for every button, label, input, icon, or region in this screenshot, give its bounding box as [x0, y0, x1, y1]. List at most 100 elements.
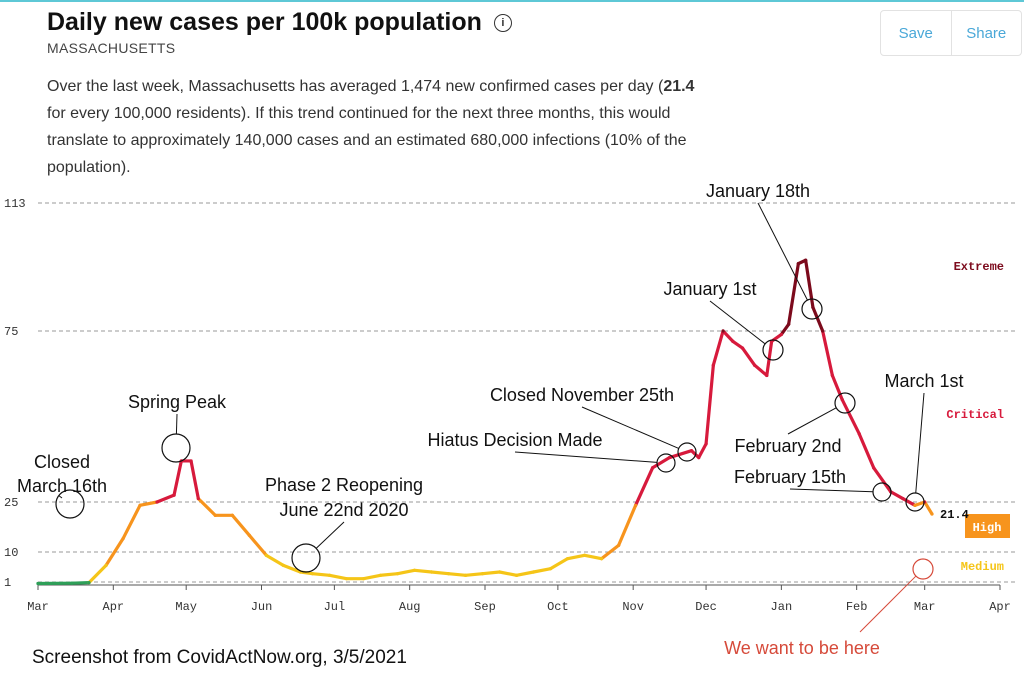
- data-point: [697, 455, 701, 460]
- data-point: [429, 570, 434, 574]
- series-line-segment: [446, 572, 468, 577]
- data-point: [617, 543, 621, 547]
- data-point: [361, 577, 366, 581]
- series-line-segment: [821, 329, 834, 378]
- annotation-leader-line: [58, 495, 63, 499]
- annotation-leader-line: [175, 413, 178, 435]
- data-point: [281, 563, 285, 567]
- series-line-segment: [230, 513, 251, 537]
- data-point: [104, 563, 108, 567]
- series-line-segment: [155, 493, 176, 504]
- footer-caption: Screenshot from CovidActNow.org, 3/5/202…: [32, 647, 407, 668]
- data-point: [901, 496, 905, 501]
- annotation-circle: [161, 433, 191, 463]
- x-tick-label: Jun: [251, 600, 273, 614]
- annotation-circle: [801, 298, 823, 320]
- data-point: [840, 397, 844, 401]
- data-point: [36, 581, 40, 586]
- series-line-segment: [247, 533, 268, 557]
- data-point: [830, 373, 834, 378]
- series-line-segment: [753, 363, 769, 378]
- data-point: [480, 572, 485, 576]
- annotation-label: February 15th: [734, 467, 846, 487]
- data-point: [930, 512, 934, 516]
- y-tick-label: 75: [4, 325, 18, 339]
- description: Over the last week, Massachusetts has av…: [47, 73, 707, 181]
- series-line-segment: [531, 567, 553, 574]
- x-tick-label: Oct: [547, 600, 569, 614]
- series-line-segment: [811, 305, 825, 333]
- series-line-segment: [830, 373, 844, 401]
- annotation-label: March 16th: [17, 476, 107, 496]
- data-point: [531, 570, 536, 574]
- data-point: [651, 466, 655, 470]
- action-button-group: Save Share: [880, 10, 1022, 56]
- series-line-segment: [913, 500, 927, 507]
- data-point: [497, 570, 502, 574]
- series-line-segment: [740, 346, 757, 367]
- data-point: [689, 449, 694, 453]
- data-point: [213, 513, 217, 517]
- save-button[interactable]: Save: [898, 24, 933, 42]
- info-icon[interactable]: i: [493, 13, 512, 32]
- data-point: [804, 258, 808, 262]
- series-line-segment: [70, 581, 91, 585]
- series-line-segment: [514, 570, 536, 577]
- data-point: [172, 493, 176, 497]
- latest-value-label: 21.4: [940, 508, 969, 522]
- series-line-segment: [617, 503, 638, 547]
- risk-badge-high: [965, 514, 1010, 538]
- page-title: Daily new cases per 100k population: [47, 8, 482, 36]
- annotation-label: February 2nd: [734, 436, 841, 456]
- annotation-circle: [677, 442, 697, 462]
- data-point: [70, 581, 74, 585]
- y-tick-label: 1: [4, 576, 11, 590]
- annotation-label: March 1st: [884, 371, 963, 391]
- series-line-segment: [480, 570, 502, 576]
- x-tick-label: Mar: [914, 600, 936, 614]
- annotation-circle: [762, 339, 784, 361]
- data-point: [787, 322, 791, 326]
- annotation-label: Closed November 25th: [490, 385, 674, 405]
- annotation-circle: [834, 392, 856, 414]
- data-point: [514, 573, 519, 577]
- series-line-segment: [463, 572, 485, 577]
- series-line-segment: [901, 496, 917, 507]
- annotation-circle: [55, 489, 85, 519]
- data-point: [668, 455, 672, 460]
- series-line-segment: [378, 572, 400, 577]
- annotation-circle: [291, 543, 321, 573]
- data-point: [196, 496, 200, 501]
- annotation-leader-line: [315, 521, 345, 549]
- x-tick-label: Dec: [695, 600, 717, 614]
- series-line-segment: [281, 563, 302, 574]
- x-tick-label: Mar: [27, 600, 49, 614]
- data-point: [872, 466, 876, 470]
- share-button[interactable]: Share: [950, 11, 1022, 55]
- series-line-segment: [189, 459, 200, 501]
- annotation-label: January 1st: [663, 279, 756, 299]
- annotation-leader-line: [859, 575, 917, 633]
- data-point: [704, 442, 708, 446]
- top-accent-line: [0, 0, 1024, 2]
- data-point: [740, 346, 745, 350]
- annotation-label: Hiatus Decision Made: [427, 430, 602, 450]
- series-line-segment: [889, 490, 905, 501]
- series-line-segment: [196, 496, 217, 517]
- series-line-segment: [651, 455, 672, 470]
- x-tick-label: Sep: [474, 600, 496, 614]
- series-line-segment: [697, 442, 708, 460]
- series-line-segment: [412, 568, 434, 574]
- data-point: [721, 329, 725, 333]
- series-line-segment: [121, 503, 142, 541]
- data-point: [463, 573, 468, 577]
- series-line-segment: [310, 572, 332, 577]
- annotation-leader-line: [514, 451, 658, 463]
- series-line-segment: [104, 537, 125, 567]
- series-line-segment: [565, 553, 587, 561]
- y-tick-label: 10: [4, 546, 18, 560]
- description-bold-value: 21.4: [663, 78, 695, 95]
- series-line-segment: [731, 339, 745, 350]
- data-point: [412, 568, 417, 572]
- title-row: Daily new cases per 100k population i: [47, 8, 512, 37]
